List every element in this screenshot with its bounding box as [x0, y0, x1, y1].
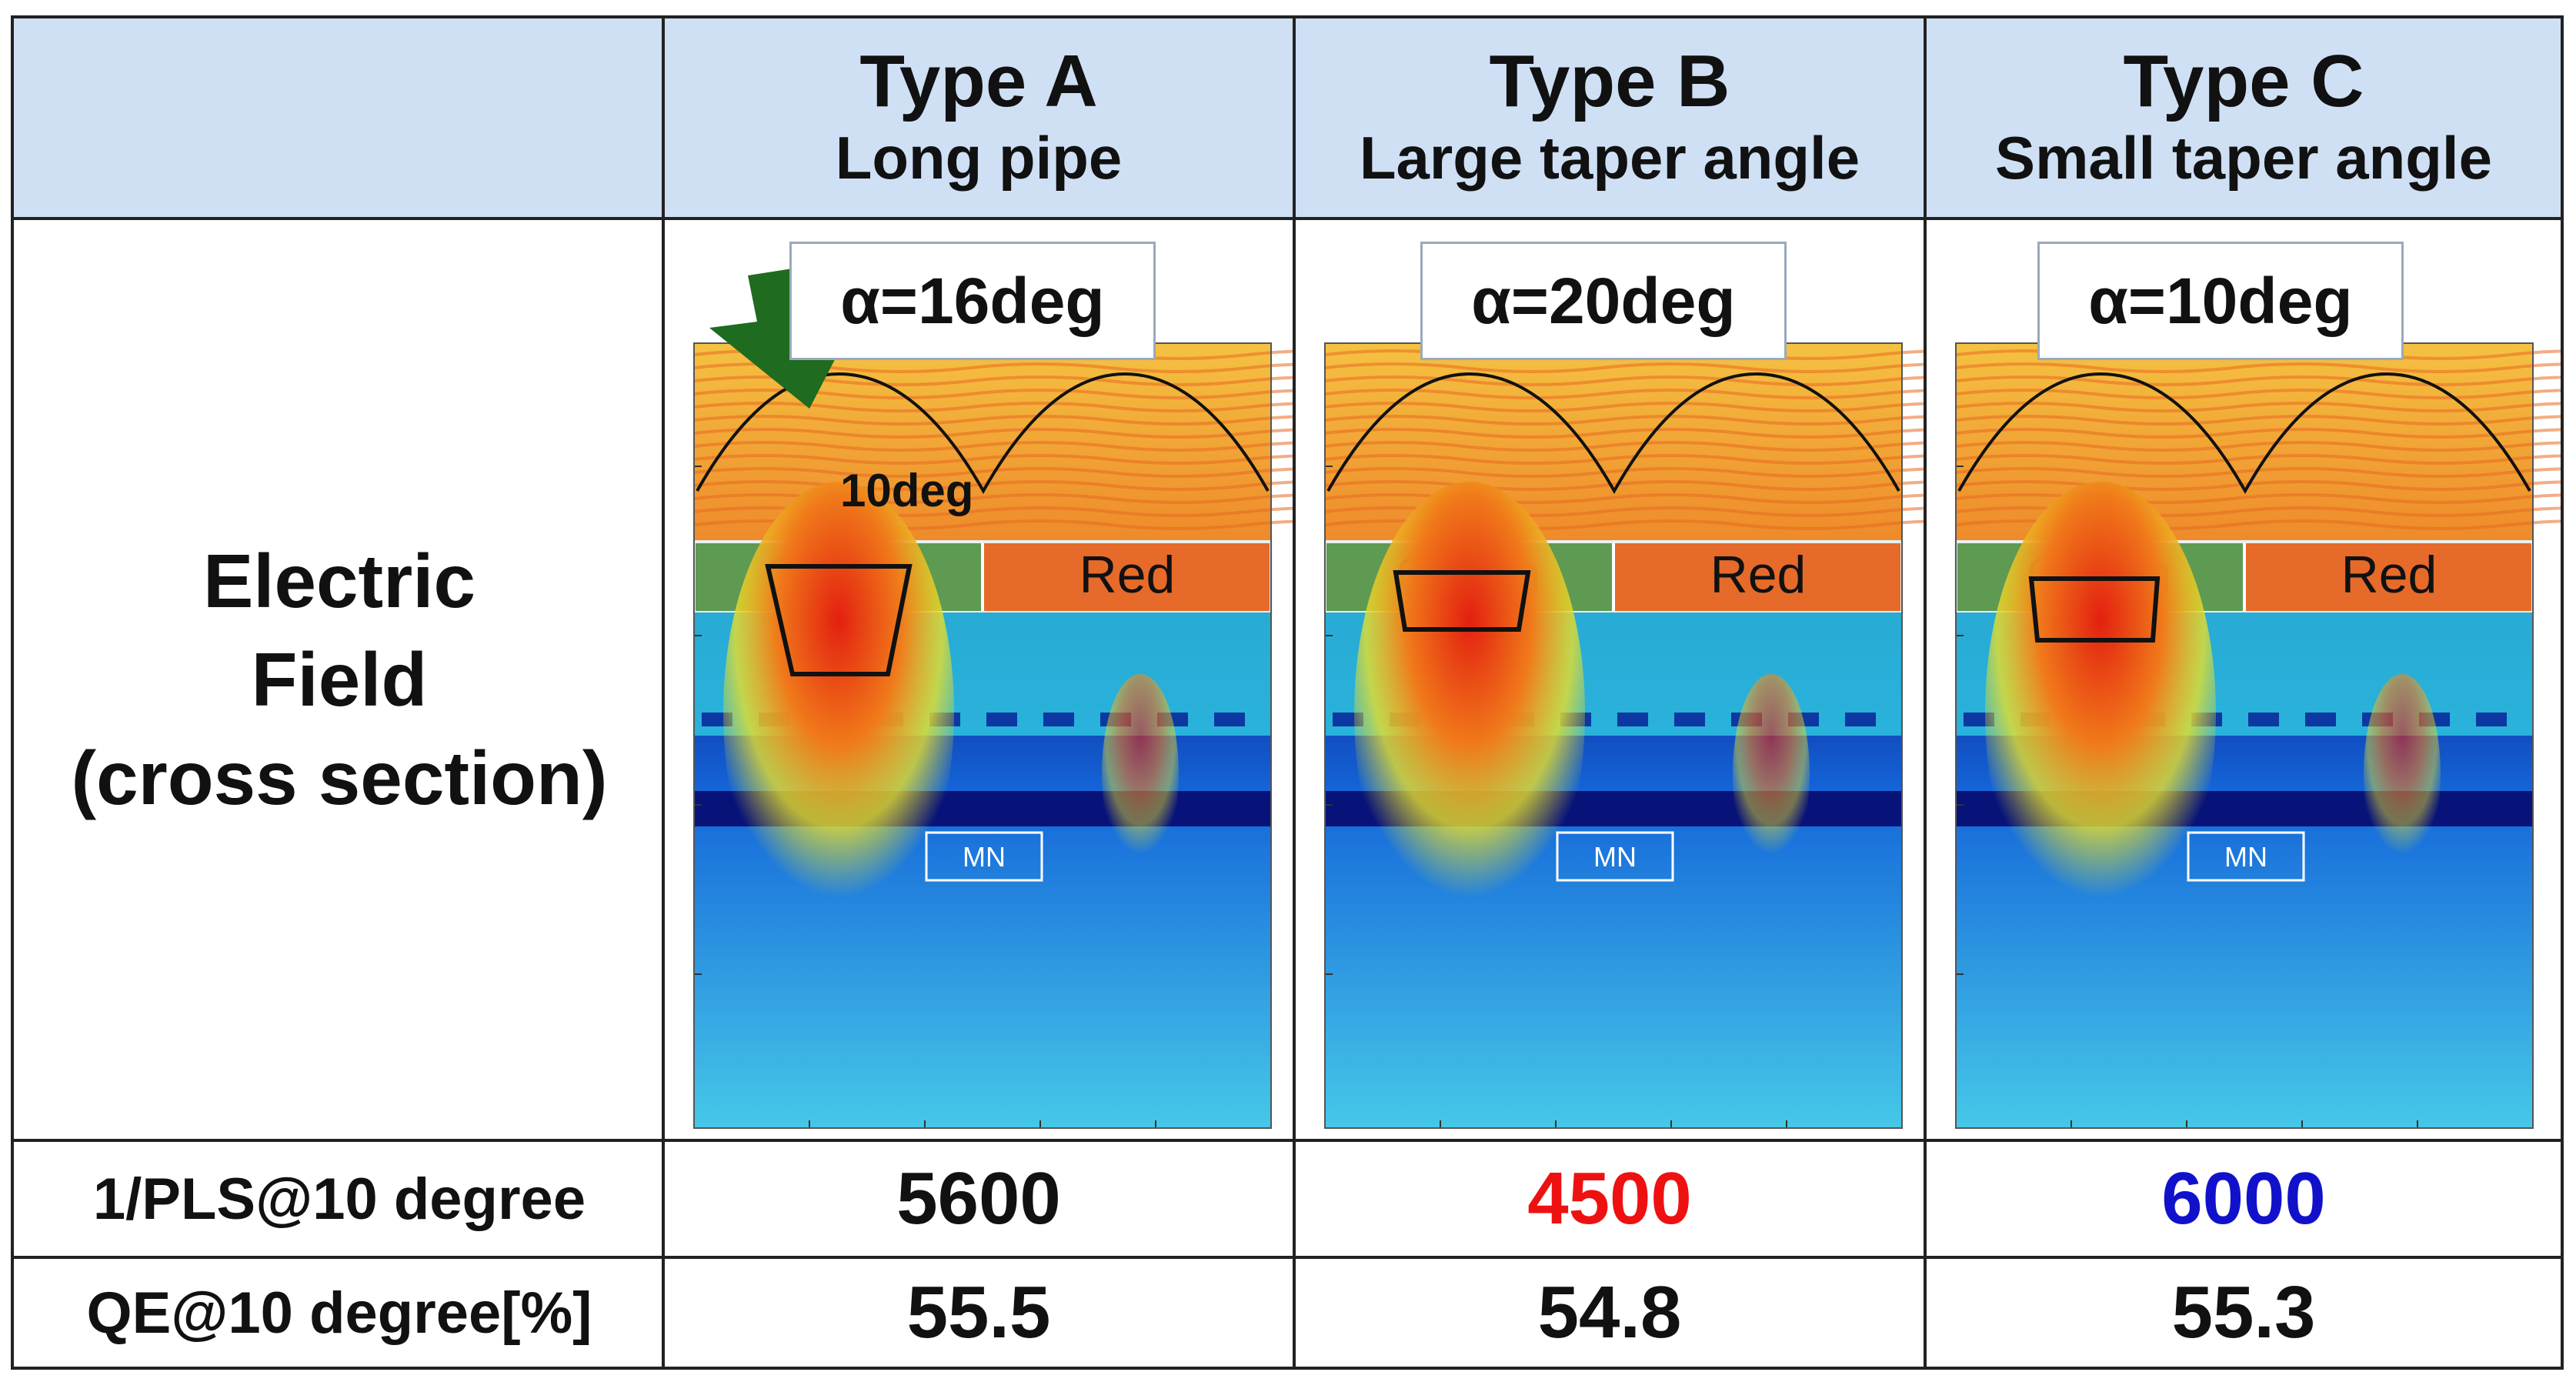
type-subtitle: Large taper angle — [1359, 124, 1860, 192]
qe-value-a: 55.5 — [906, 1271, 1051, 1354]
field-hotspot — [1985, 482, 2216, 943]
lens-outline — [1957, 372, 2531, 495]
type-title: Type B — [1489, 40, 1730, 122]
lens-outline — [1326, 372, 1900, 495]
mn-box — [925, 831, 1043, 882]
qe-value-c: 55.3 — [2171, 1271, 2316, 1354]
mn-box — [1556, 831, 1674, 882]
taper-angle-label: α=20deg — [1420, 242, 1787, 360]
mn-box — [2187, 831, 2305, 882]
red-label: Red — [2341, 546, 2438, 604]
field-hotspot — [1354, 482, 1585, 943]
pls-value-a: 5600 — [896, 1157, 1061, 1240]
mn-label: MN — [963, 841, 1006, 873]
row-label-line: Electric — [202, 539, 476, 623]
sim-panel-c: GreenRedMNα=10deg — [1927, 220, 2561, 1139]
row-label-line: (cross section) — [71, 736, 608, 820]
header-type-c: Type C Small taper angle — [1927, 18, 2561, 217]
type-subtitle: Small taper angle — [1995, 124, 2492, 192]
pls-value-c: 6000 — [2161, 1157, 2326, 1240]
light-pipe-outline — [1393, 570, 1531, 632]
incident-arrow-icon — [709, 265, 863, 409]
type-title: Type A — [859, 40, 1098, 122]
sim-panel-a: GreenRedMN10degα=16deg — [665, 220, 1293, 1139]
header-type-b: Type B Large taper angle — [1296, 18, 1924, 217]
header-type-a: Type A Long pipe — [665, 18, 1293, 217]
sim-panel-b: GreenRedMNα=20deg — [1296, 220, 1924, 1139]
electric-field-label: Electric Field (cross section) — [14, 220, 665, 1139]
red-label: Red — [1079, 546, 1176, 604]
pls-value-b: 4500 — [1527, 1157, 1692, 1240]
taper-angle-label: α=10deg — [2037, 242, 2404, 360]
taper-angle-label: α=16deg — [789, 242, 1156, 360]
field-image: GreenRedMN10deg — [692, 265, 1293, 1129]
field-image: GreenRedMN — [1323, 342, 1924, 1129]
field-hotspot — [723, 482, 954, 943]
row-label-line: Field — [251, 637, 428, 722]
arrow-angle-label: 10deg — [840, 465, 973, 516]
light-pipe-outline — [2028, 576, 2161, 643]
red-filter — [2246, 542, 2533, 613]
qe-label: QE@10 degree[%] — [86, 1280, 592, 1346]
field-image: GreenRedMN — [1954, 342, 2561, 1129]
red-filter — [984, 542, 1271, 613]
comparison-table: Type A Long pipe Type B Large taper angl… — [11, 15, 2564, 1370]
pls-label: 1/PLS@10 degree — [92, 1166, 586, 1232]
header-row — [14, 18, 2561, 217]
red-filter — [1615, 542, 1902, 613]
mn-label: MN — [1593, 841, 1637, 873]
qe-value-b: 54.8 — [1537, 1271, 1682, 1354]
light-pipe-outline — [765, 564, 913, 676]
mn-label: MN — [2224, 841, 2267, 873]
red-label: Red — [1710, 546, 1807, 604]
type-title: Type C — [2123, 40, 2364, 122]
type-subtitle: Long pipe — [835, 124, 1123, 192]
